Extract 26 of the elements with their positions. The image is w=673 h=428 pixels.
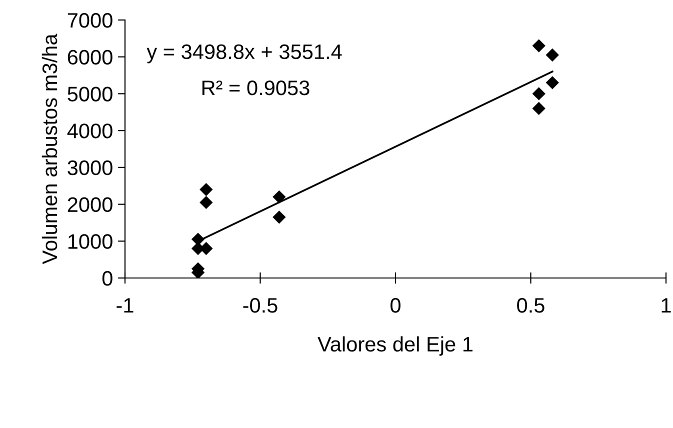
point	[200, 196, 213, 210]
y-tick-label: 0	[102, 271, 112, 286]
annotation: y = 3498.8x + 3551.4	[146, 44, 342, 64]
y-tick-label: 2000	[68, 197, 112, 212]
x-tick-label: -0.5	[243, 298, 278, 313]
y-tick-label: 3000	[68, 160, 112, 176]
point	[532, 87, 546, 100]
y-tick-label: 1000	[68, 234, 112, 249]
y-tick-label: 4000	[67, 124, 112, 138]
annotation: R² = 0.9053	[202, 80, 310, 96]
x-tick-label: 1	[662, 298, 671, 313]
point	[532, 39, 546, 52]
x-tick-label: 0	[390, 298, 400, 313]
x-axis-title: Valores del Eje 1	[318, 336, 472, 356]
point	[532, 102, 546, 116]
point	[200, 182, 213, 196]
y-tick-label: 6000	[68, 50, 112, 65]
point	[546, 48, 559, 62]
y-tick-label: 7000	[68, 13, 112, 28]
point	[272, 210, 286, 224]
x-tick-label: -1	[116, 298, 134, 313]
x-tick-label: 0.5	[517, 298, 544, 313]
y-tick-label: 5000	[68, 86, 112, 102]
point	[546, 76, 559, 90]
point	[272, 190, 286, 204]
y-axis-title: Volumen arbustos m3/ha	[42, 34, 58, 264]
